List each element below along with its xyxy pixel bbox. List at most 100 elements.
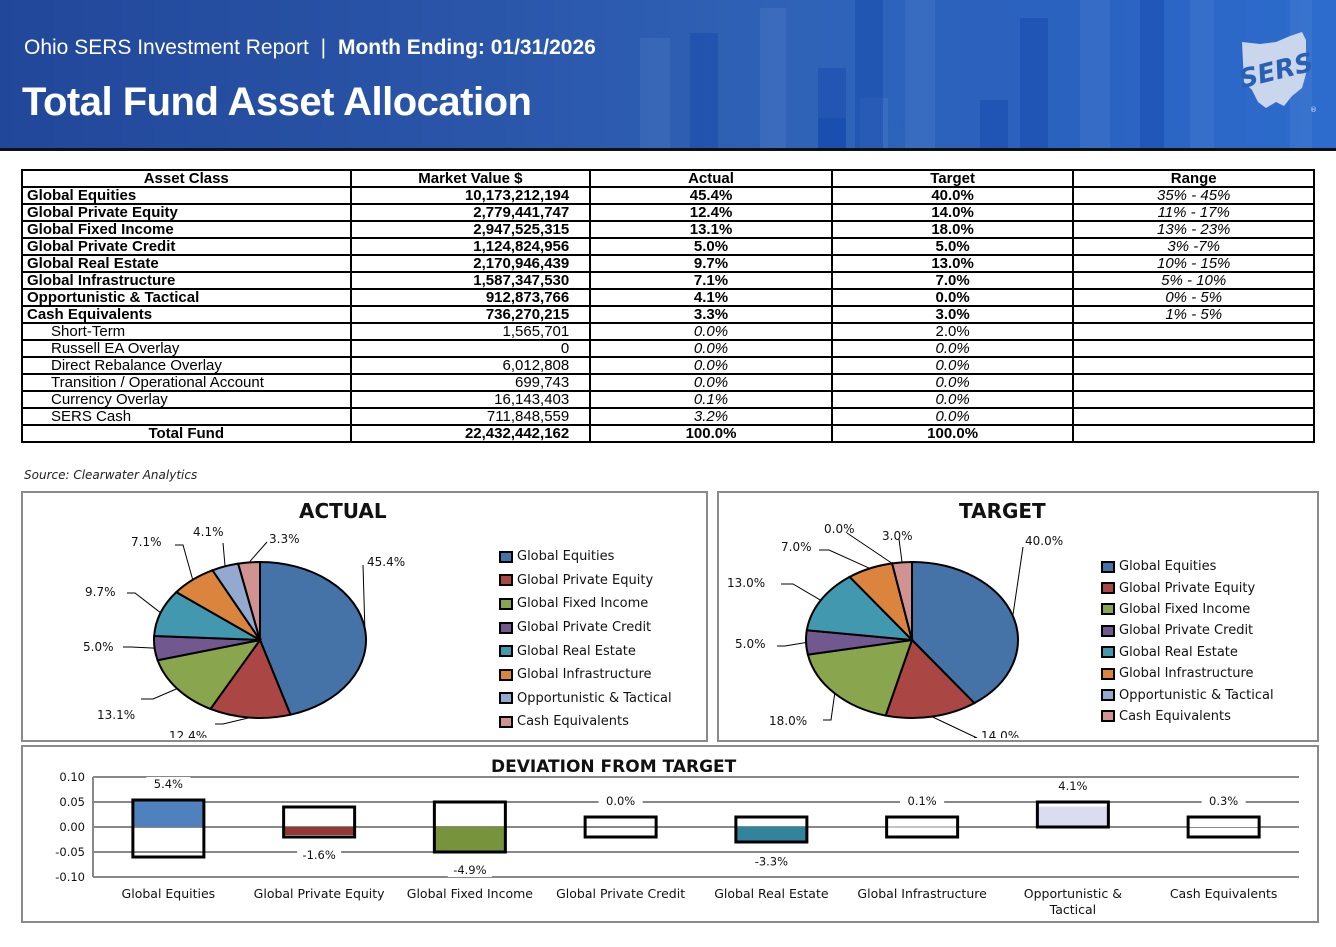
legend-label: Global Private Equity bbox=[517, 572, 654, 588]
legend-label: Global Real Estate bbox=[1119, 644, 1238, 660]
actual-chart-title: ACTUAL bbox=[299, 499, 387, 523]
pie-data-label: 7.1% bbox=[131, 535, 162, 549]
total-range bbox=[1072, 424, 1315, 443]
pie-leader-line bbox=[781, 583, 822, 601]
source-note: Source: Clearwater Analytics bbox=[24, 468, 198, 482]
target-cell: 3.0% bbox=[830, 305, 1075, 324]
market-value-cell: 736,270,215 bbox=[349, 305, 592, 324]
range-cell: 10% - 15% bbox=[1072, 254, 1315, 273]
legend-item: Global Equities bbox=[1101, 556, 1274, 577]
legend-swatch-icon bbox=[1101, 667, 1115, 680]
target-cell: 0.0% bbox=[830, 339, 1075, 358]
legend-item: Global Infrastructure bbox=[1101, 663, 1274, 684]
range-cell bbox=[1072, 356, 1315, 375]
table-header-row: Asset Class Market Value $ Actual Target… bbox=[21, 169, 1315, 188]
pie-data-label: 13.0% bbox=[727, 576, 765, 590]
label-background bbox=[1050, 779, 1095, 793]
total-actual: 100.0% bbox=[589, 424, 833, 443]
pie-leader-line bbox=[1012, 546, 1024, 616]
actual-pie-chart: 45.4% 12.4% 13.1% 5.0% 9.7% 7.1% 4.1% 3.3% bbox=[83, 525, 405, 738]
table-subrow: Short-Term 1,565,701 0.0% 2.0% bbox=[21, 322, 1315, 341]
pie-slice bbox=[911, 560, 1019, 705]
col-range: Range bbox=[1072, 169, 1315, 188]
pie-leader-line bbox=[777, 641, 807, 647]
x-category-label: Global Infrastructure bbox=[857, 886, 987, 901]
legend-swatch-icon bbox=[499, 668, 513, 681]
logo-registered-mark: ® bbox=[1310, 106, 1317, 114]
x-category-label: Global Fixed Income bbox=[407, 886, 534, 901]
asset-class-cell: Cash Equivalents bbox=[21, 305, 352, 324]
sub-account-cell: Currency Overlay bbox=[21, 390, 352, 409]
pie-leader-line bbox=[215, 717, 250, 725]
legend-swatch-icon bbox=[1101, 603, 1115, 616]
actual-cell: 0.0% bbox=[589, 373, 833, 392]
actual-cell: 7.1% bbox=[589, 271, 833, 290]
target-cell: 0.0% bbox=[830, 288, 1075, 307]
target-cell: 0.0% bbox=[830, 373, 1075, 392]
sub-account-cell: SERS Cash bbox=[21, 407, 352, 426]
legend-item: Opportunistic & Tactical bbox=[1101, 684, 1274, 705]
legend-item: Global Fixed Income bbox=[499, 592, 672, 616]
legend-swatch-icon bbox=[499, 597, 513, 610]
deviation-data-label: -4.9% bbox=[453, 863, 486, 877]
range-cell bbox=[1072, 322, 1315, 341]
pie-data-label: 0.0% bbox=[824, 522, 855, 536]
legend-item: Opportunistic & Tactical bbox=[499, 687, 672, 711]
actual-cell: 12.4% bbox=[589, 203, 833, 222]
asset-class-cell: Global Fixed Income bbox=[21, 220, 352, 239]
actual-cell: 45.4% bbox=[589, 186, 833, 205]
table-row: Cash Equivalents 736,270,215 3.3% 3.0% 1% - … bbox=[21, 305, 1315, 324]
col-target: Target bbox=[830, 169, 1075, 188]
pie-slice bbox=[259, 560, 367, 716]
range-cell: 13% - 23% bbox=[1072, 220, 1315, 239]
actual-pie-panel: ACTUAL 45.4% 12.4% 13.1% 5.0% 9.7% 7.1% 4.1% 3.… bbox=[21, 491, 708, 742]
market-value-cell: 2,779,441,747 bbox=[349, 203, 592, 222]
pie-leader-line bbox=[931, 716, 978, 738]
legend-swatch-icon bbox=[499, 574, 513, 587]
deviation-bar bbox=[132, 800, 204, 827]
legend-swatch-icon bbox=[1101, 560, 1115, 573]
deviation-data-label: -3.3% bbox=[755, 855, 788, 869]
x-category-label: Opportunistic & Tactical bbox=[1024, 886, 1122, 917]
actual-cell: 0.0% bbox=[589, 356, 833, 375]
deviation-bar bbox=[735, 827, 807, 844]
allocation-table: Asset Class Market Value $ Actual Target… bbox=[21, 169, 1315, 443]
col-actual: Actual bbox=[589, 169, 833, 188]
deviation-bar bbox=[434, 827, 506, 852]
pie-leader-line bbox=[127, 592, 161, 614]
sers-logo-icon: SERS ® bbox=[1236, 32, 1317, 114]
actual-cell: 0.1% bbox=[589, 390, 833, 409]
deviation-data-label: 5.4% bbox=[154, 777, 183, 791]
pie-data-label: 45.4% bbox=[367, 555, 405, 569]
legend-item: Global Fixed Income bbox=[1101, 599, 1274, 620]
pie-data-label: 40.0% bbox=[1025, 534, 1063, 548]
target-pie-chart: 40.0% 14.0% 18.0% 5.0% 13.0% 7.0% 0.0% 3.0% bbox=[727, 522, 1063, 738]
legend-swatch-icon bbox=[1101, 646, 1115, 659]
legend-label: Global Infrastructure bbox=[1119, 666, 1254, 682]
market-value-cell: 699,743 bbox=[349, 373, 592, 392]
pie-slice bbox=[156, 638, 263, 711]
actual-cell: 13.1% bbox=[589, 220, 833, 239]
x-category-label: Global Private Credit bbox=[556, 886, 685, 901]
legend-swatch-icon bbox=[499, 715, 513, 728]
pie-data-label: 5.0% bbox=[735, 637, 766, 651]
y-tick-label: -0.05 bbox=[55, 845, 85, 859]
sub-account-cell: Transition / Operational Account bbox=[21, 373, 352, 392]
asset-class-cell: Global Real Estate bbox=[21, 254, 352, 273]
target-cell: 0.0% bbox=[830, 390, 1075, 409]
range-cell: 35% - 45% bbox=[1072, 186, 1315, 205]
actual-cell: 3.3% bbox=[589, 305, 833, 324]
label-background bbox=[297, 848, 342, 862]
deviation-data-label: 4.1% bbox=[1058, 779, 1087, 793]
deviation-bar bbox=[1037, 806, 1109, 827]
legend-label: Global Infrastructure bbox=[517, 667, 652, 683]
actual-cell: 5.0% bbox=[589, 237, 833, 256]
pie-data-label: 14.0% bbox=[981, 729, 1019, 738]
target-cell: 2.0% bbox=[830, 322, 1075, 341]
market-value-cell: 1,124,824,956 bbox=[349, 237, 592, 256]
range-box bbox=[1035, 800, 1110, 829]
legend-swatch-icon bbox=[499, 621, 513, 634]
total-label: Total Fund bbox=[21, 424, 352, 443]
legend-item: Global Private Equity bbox=[1101, 577, 1274, 598]
market-value-cell: 10,173,212,194 bbox=[349, 186, 592, 205]
